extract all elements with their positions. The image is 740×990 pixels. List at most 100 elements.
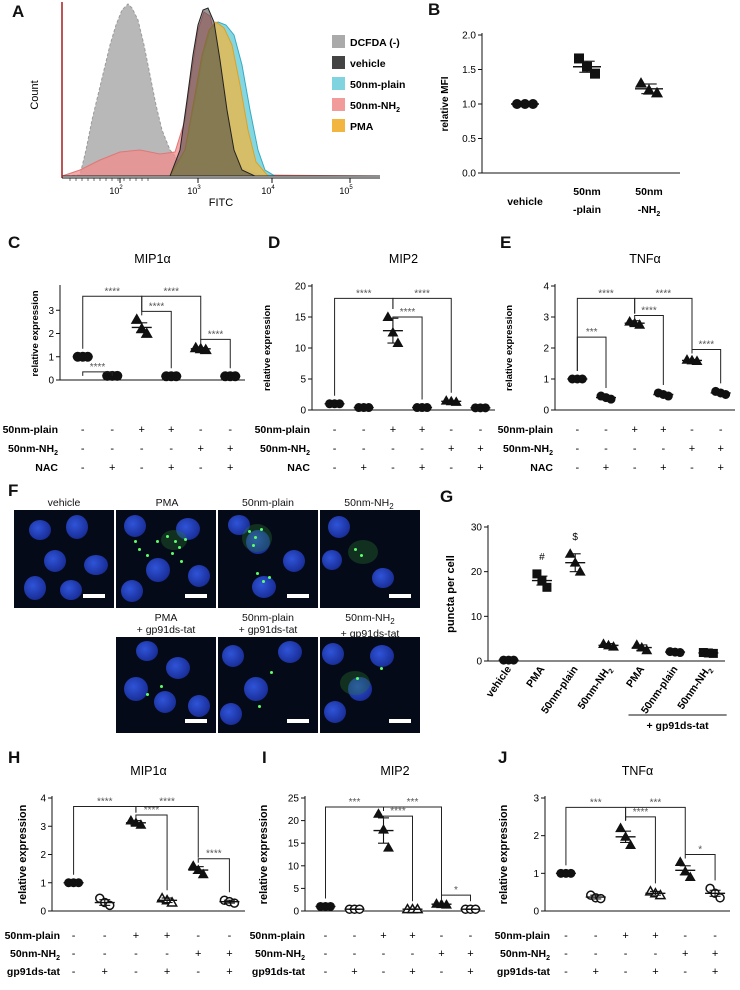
condition-sign: - <box>391 443 395 455</box>
condition-sign: + <box>227 462 233 474</box>
condition-sign: - <box>440 966 444 978</box>
significance-bracket: * <box>684 845 716 881</box>
data-point <box>574 566 586 576</box>
micrograph-plain <box>218 510 318 608</box>
group-marks <box>470 403 491 413</box>
condition-sign: + <box>712 966 718 978</box>
y-tick-label: 10 <box>288 861 300 872</box>
group-marks <box>63 878 84 888</box>
y-tick-label: 1 <box>40 878 46 889</box>
condition-sign: - <box>333 462 337 474</box>
significance-bracket: **** <box>383 806 413 902</box>
condition-sign: + <box>109 462 115 474</box>
condition-sign: + <box>390 424 396 436</box>
significance-bracket: **** <box>82 286 143 349</box>
significance-label: **** <box>699 340 715 351</box>
data-point <box>715 893 725 903</box>
chart-title: MIP2 <box>380 764 409 778</box>
micrograph-label-nh2-sub: 2 <box>389 502 394 512</box>
condition-sign: - <box>690 424 694 436</box>
condition-sign: + <box>682 948 688 960</box>
significance-bracket: **** <box>200 329 231 369</box>
condition-sign: + <box>660 424 666 436</box>
histogram-xlabel: FITC <box>209 197 233 209</box>
significance-label: **** <box>400 307 416 318</box>
condition-sign: - <box>110 443 114 455</box>
micrograph-label-vehicle: vehicle <box>47 497 81 509</box>
y-tick-label: 20 <box>471 567 483 578</box>
y-tick-label: 10 <box>471 612 483 623</box>
group-marks <box>401 903 424 914</box>
significance-bracket: *** <box>625 797 686 855</box>
micrograph-pma <box>116 510 216 608</box>
condition-sign: + <box>102 966 108 978</box>
group-marks <box>156 892 178 907</box>
micrograph-label-plain-gp91-l1: 50nm-plain <box>242 612 294 624</box>
group-marks <box>431 898 452 909</box>
chart-ylabel: relative expression <box>498 804 510 904</box>
legend-label: vehicle <box>350 58 386 70</box>
condition-sign: - <box>564 966 568 978</box>
condition-sign: + <box>227 443 233 455</box>
significance-bracket: **** <box>135 805 168 891</box>
micrograph-nh2-gp91 <box>320 637 420 733</box>
y-tick-label: 1 <box>48 352 54 363</box>
condition-sign: + <box>409 966 415 978</box>
condition-sign: - <box>564 948 568 960</box>
group-label: + gp91ds-tat <box>646 720 709 732</box>
data-point <box>166 896 178 907</box>
significance-label: *** <box>590 797 602 808</box>
condition-sign: - <box>103 930 107 942</box>
significance-bracket: **** <box>691 340 722 384</box>
y-tick-label: 0.0 <box>462 169 476 180</box>
y-tick-label: 15 <box>295 313 307 324</box>
condition-sign: - <box>362 424 366 436</box>
group-marks <box>681 354 703 365</box>
significance-bracket: **** <box>634 288 693 352</box>
group-marks <box>373 808 394 852</box>
condition-sign: - <box>382 966 386 978</box>
data-point <box>625 839 637 850</box>
group-marks <box>564 548 586 576</box>
histogram-x-tick-label: 103 <box>187 185 201 196</box>
significance-bracket: **** <box>197 849 230 893</box>
micrograph-label-nh2-gp91-sub: 2 <box>390 617 395 627</box>
condition-sign: - <box>683 930 687 942</box>
significance-bracket: * <box>616 0 620 3</box>
condition-sign: + <box>467 948 473 960</box>
y-tick-label: 0 <box>300 406 306 417</box>
category-label: 50nm <box>573 186 600 198</box>
significance-label: *** <box>586 327 598 338</box>
histogram-curves <box>62 3 380 177</box>
legend-swatch <box>332 98 345 111</box>
condition-sign: - <box>169 443 173 455</box>
group-marks <box>596 391 616 404</box>
significance-label: **** <box>90 362 106 373</box>
significance-label: **** <box>163 286 179 297</box>
significance-bracket: **** <box>392 307 423 400</box>
condition-sign: - <box>72 930 76 942</box>
micrograph-vehicle <box>14 510 114 608</box>
condition-sign: - <box>594 948 598 960</box>
significance-bracket: **** <box>141 286 202 340</box>
group-marks <box>382 311 404 347</box>
group-marks <box>598 638 619 651</box>
data-point <box>130 313 143 324</box>
condition-sign: - <box>333 443 337 455</box>
significance-label: **** <box>206 849 222 860</box>
y-tick-label: 5 <box>300 375 306 386</box>
category-label: 50nm <box>635 186 662 198</box>
y-tick-label: 3 <box>543 313 549 324</box>
condition-row-label: 50nm-NH2 <box>255 948 305 962</box>
micrograph-label-nh2-text: 50nm-NH <box>344 497 390 509</box>
panel-label-b: B <box>428 0 441 19</box>
group-marks <box>698 648 719 658</box>
group-marks <box>125 814 147 829</box>
data-point <box>542 582 552 592</box>
group-marks <box>353 403 374 413</box>
chart-title: TNFα <box>622 764 654 778</box>
